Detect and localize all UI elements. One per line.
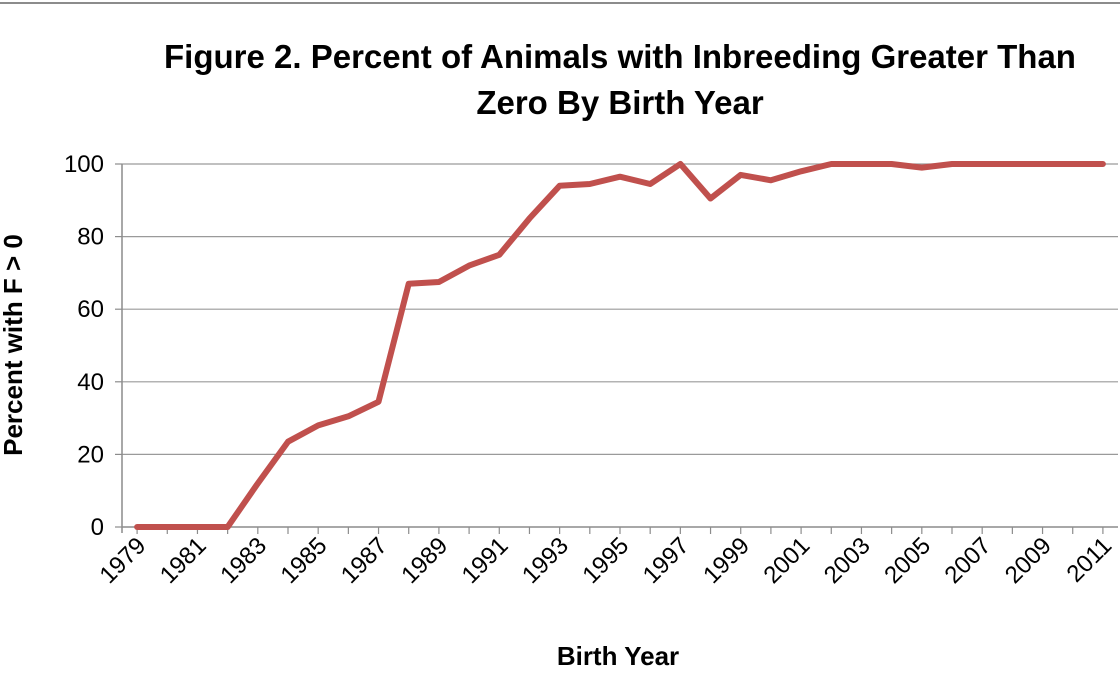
- x-tick-label: 2011: [1062, 532, 1118, 588]
- y-tick-label: 100: [64, 151, 104, 178]
- y-tick-labels: 0 20 40 60 80 100: [64, 151, 104, 541]
- y-tick-label: 80: [77, 224, 104, 251]
- x-axis-label: Birth Year: [557, 641, 679, 671]
- x-tick-label: 1993: [517, 532, 574, 589]
- x-tick-label: 1987: [336, 532, 393, 589]
- y-axis-label: Percent with F > 0: [0, 234, 28, 456]
- x-tick-label: 1989: [396, 532, 453, 589]
- x-tick-label: 2003: [819, 532, 876, 589]
- gridlines: [115, 163, 1118, 534]
- y-tick-label: 20: [77, 441, 104, 468]
- top-border-line: [0, 2, 1120, 4]
- y-tick-label: 0: [91, 514, 104, 541]
- x-tick-label: 2001: [758, 532, 815, 589]
- x-tick-label: 2007: [940, 532, 997, 589]
- chart-title-line-2: Zero By Birth Year: [476, 84, 764, 121]
- y-tick-label: 60: [77, 296, 104, 323]
- chart-title: Figure 2. Percent of Animals with Inbree…: [120, 34, 1120, 126]
- x-tick-label: 1983: [215, 532, 272, 589]
- x-tick-labels: 1979 1981 1983 1985 1987 1989 1991 1993 1995 1997…: [94, 532, 1117, 589]
- x-tick-label: 1995: [577, 532, 634, 589]
- series-line: [134, 161, 1106, 530]
- x-tick-label: 2009: [1000, 532, 1057, 589]
- x-tick-label: 1991: [457, 532, 514, 589]
- series-group: [134, 161, 1106, 530]
- x-tick-label: 1999: [698, 532, 755, 589]
- chart-title-line-1: Figure 2. Percent of Animals with Inbree…: [164, 38, 1076, 75]
- x-tick-label: 1985: [276, 532, 333, 589]
- x-tick-label: 1997: [638, 532, 695, 589]
- x-tick-label: 1981: [155, 532, 212, 589]
- x-tick-label: 2005: [879, 532, 936, 589]
- y-tick-label: 40: [77, 369, 104, 396]
